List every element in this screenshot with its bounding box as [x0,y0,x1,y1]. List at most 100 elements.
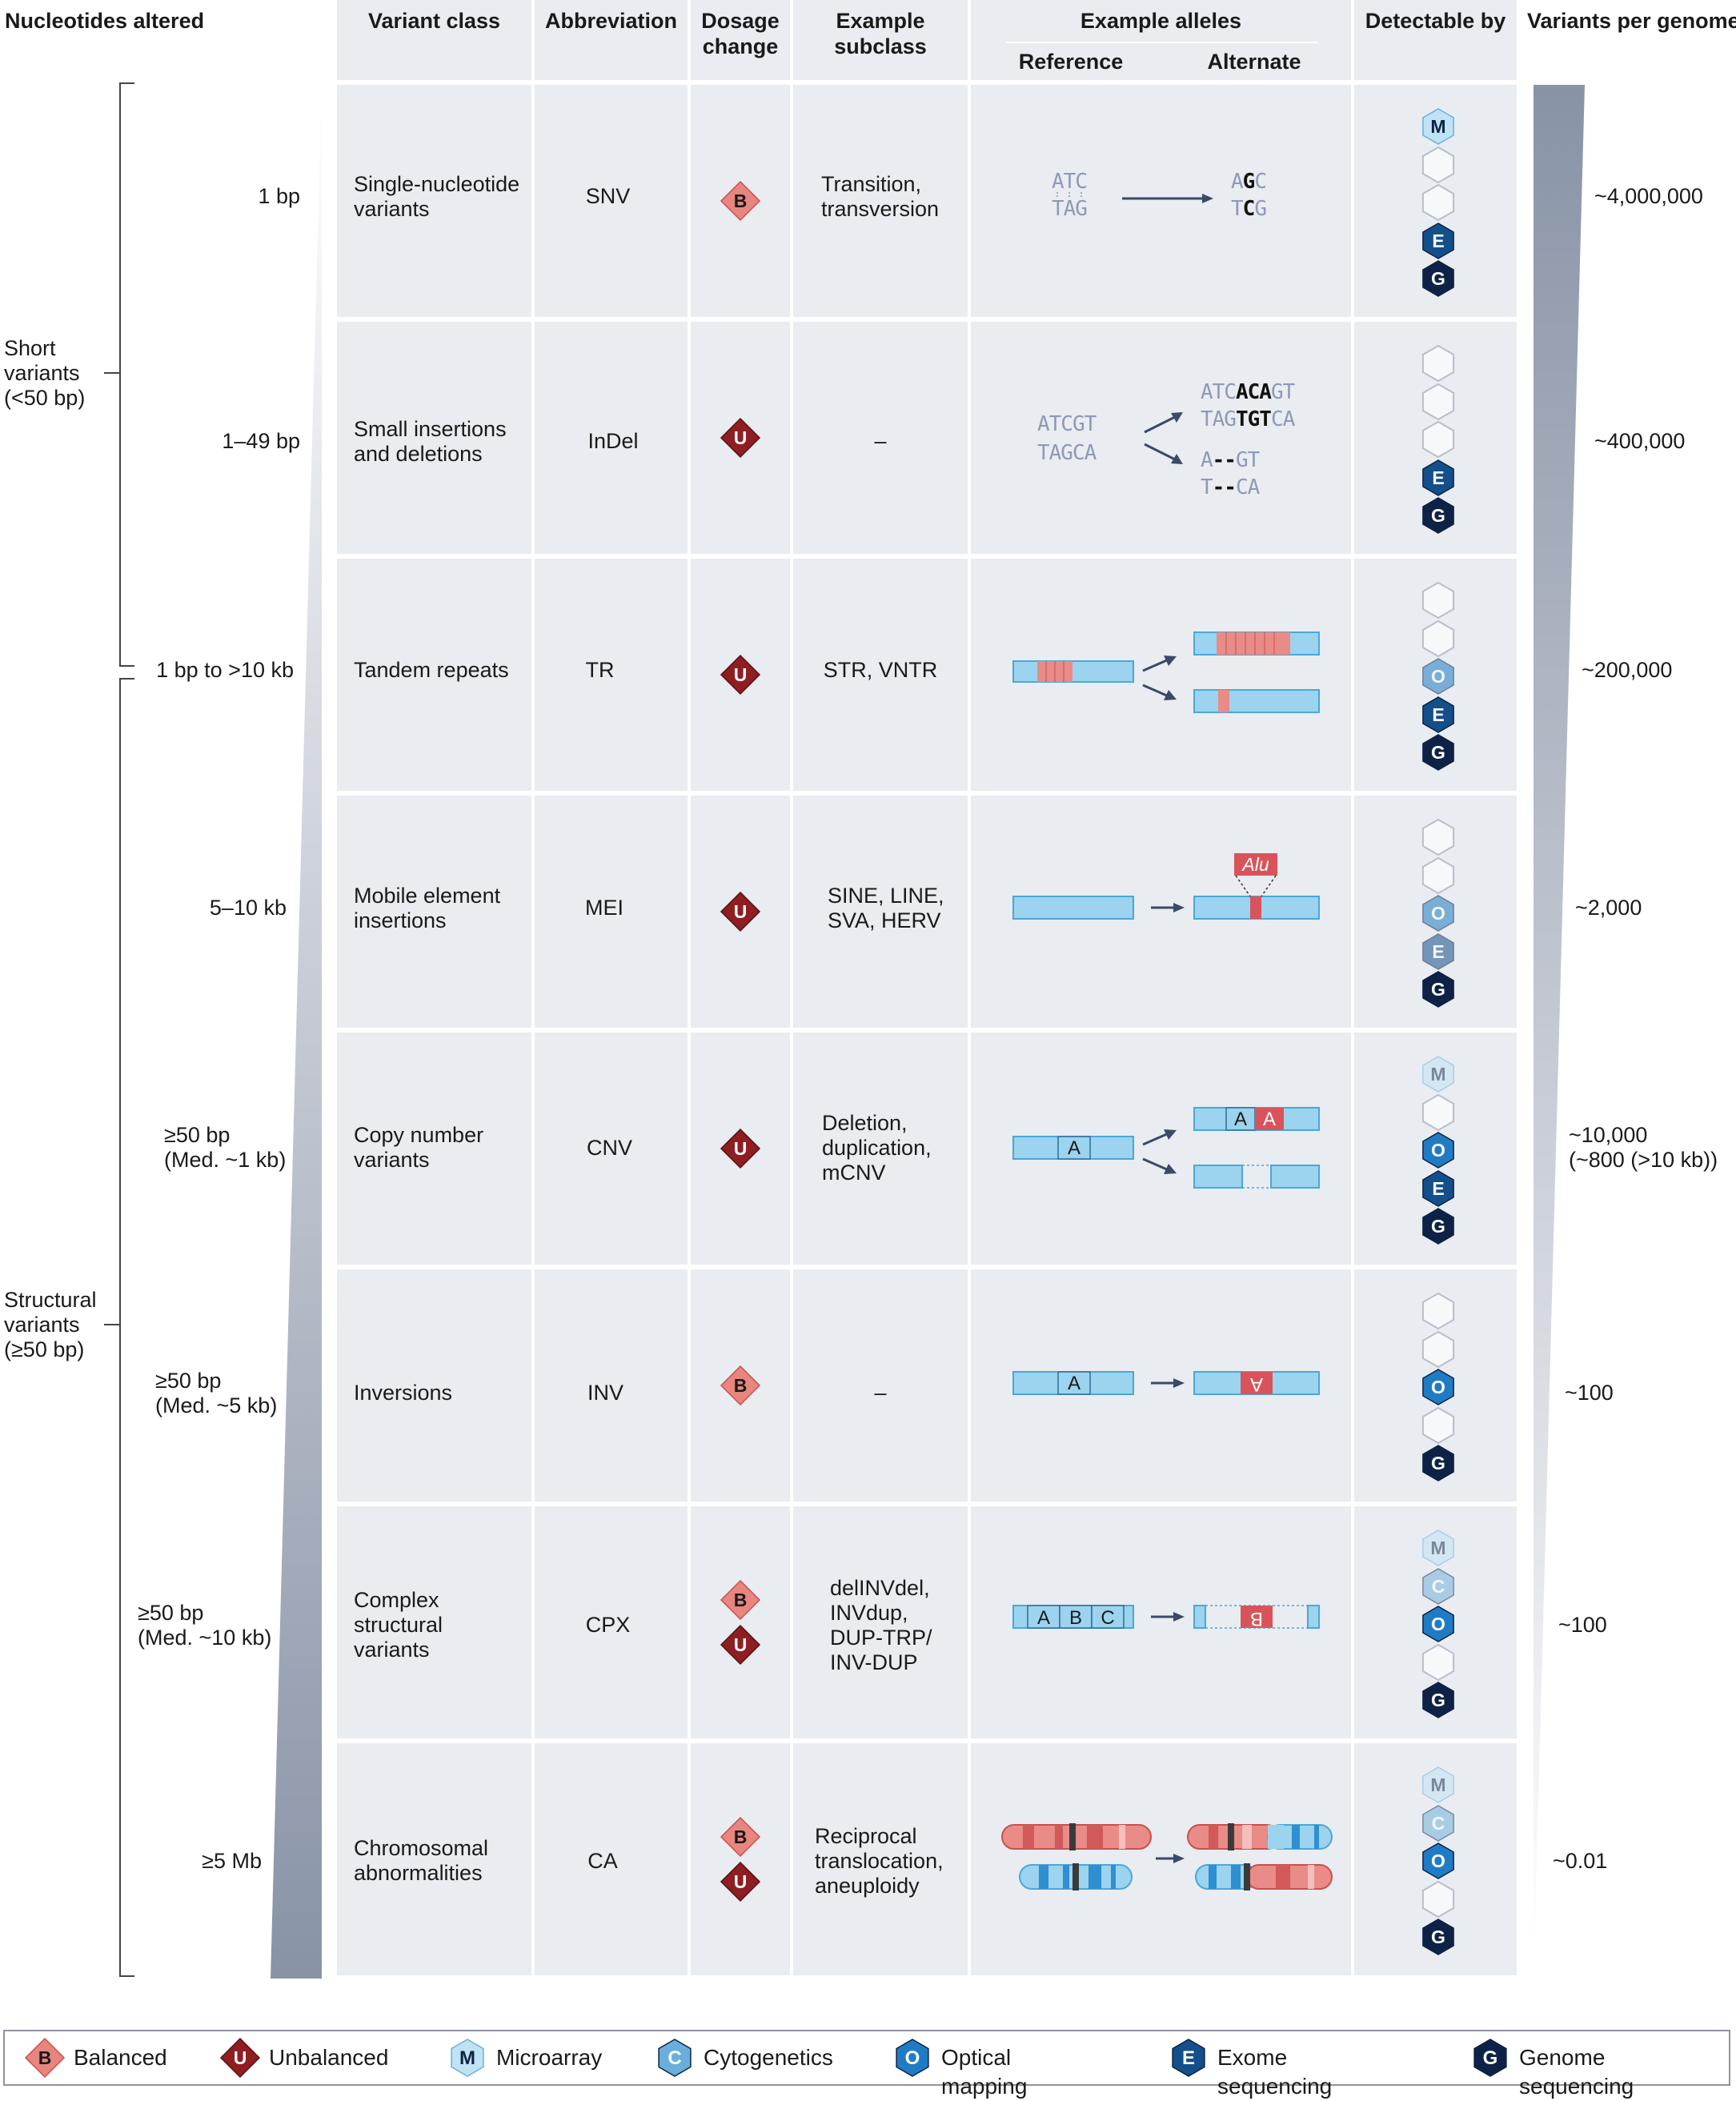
genome-sequencing-icon: G [1422,1208,1454,1245]
genome-sequencing-icon: G [1422,734,1454,771]
svg-text:G: G [1431,268,1445,289]
snv-arrow [1122,194,1213,203]
indel-del-bottom-1: T [1201,475,1213,499]
svg-text:M: M [1430,116,1445,137]
method-empty-icon [1421,818,1455,856]
row-4-cell-0 [337,1032,531,1265]
svg-text:E: E [1182,2047,1195,2069]
row-mei-subclass: SINE, LINE, SVA, HERV [828,884,944,932]
cpx-ref-c: C [1101,1607,1115,1629]
svg-text:O: O [1431,1140,1445,1161]
method-empty-icon [1421,420,1455,459]
row-cnv-count: ~10,000 (~800 (>10 kb)) [1569,1123,1718,1172]
method-empty-icon [1421,1406,1455,1444]
optical-mapping-icon: O [1422,1132,1454,1169]
microarray-icon: M [451,2039,484,2077]
row-6-cell-0 [337,1506,531,1738]
row-snv-abbr: SNV [585,184,631,208]
row-3-cell-1 [535,796,688,1028]
snv-ref-bottom: TAG [1052,197,1088,221]
svg-text:G: G [1431,1216,1445,1237]
group-brackets [104,82,134,1977]
method-empty-icon [1421,344,1455,383]
row-3-cell-0 [337,796,531,1028]
snv-ref-top: ATC [1052,170,1088,194]
row-2-cell-0 [337,559,531,791]
microarray-icon: M [1422,108,1454,145]
row-indel-abbr: InDel [587,429,639,453]
balanced-icon: B [720,180,761,222]
optical-mapping-icon: O [1422,658,1454,695]
indel-ref-bottom: TAGCA [1037,441,1097,465]
indel-del-top-2: -- [1212,448,1237,472]
legend-label-microarray: Microarray [496,2045,603,2070]
row-indel-size: 1–49 bp [222,429,300,453]
row-0-cell-3 [793,85,968,317]
mei-alu-label: Alu [1242,854,1269,875]
header-cell-abbr [535,0,688,80]
snv-alt-bottom-3: G [1254,197,1267,221]
row-ca-class: Chromosomal abnormalities [354,1836,489,1885]
cnv-alt-a1: A [1233,1109,1247,1130]
row-indel-subclass: – [874,429,887,453]
cpx-ref-a: A [1036,1607,1050,1629]
header-alleles: Example alleles [1080,9,1242,33]
row-inv-subclass: – [874,1381,887,1405]
snv-alt-top-1: A [1231,170,1244,194]
row-5-cell-3 [793,1269,968,1502]
row-ca-subclass: Reciprocal translocation, aneuploidy [815,1824,944,1898]
method-empty-icon [1421,383,1455,420]
header-cell-class [337,0,531,80]
group-short-label: Short variants (<50 bp) [4,336,86,410]
unbalanced-icon: U [720,1128,761,1169]
snv-alt-top-2: G [1242,170,1256,194]
method-empty-icon [1421,619,1455,657]
row-2-cell-1 [535,559,688,791]
svg-text:B: B [734,1590,748,1610]
svg-text:G: G [1431,505,1445,526]
svg-text:B: B [734,190,748,211]
method-empty-icon [1421,581,1455,619]
row-indel-count: ~400,000 [1594,429,1686,453]
indel-del-top-3: GT [1235,448,1260,472]
genome-sequencing-icon: G [1422,1445,1454,1482]
microarray-icon: M [1422,1530,1454,1566]
svg-text:G: G [1483,2047,1498,2069]
svg-text:U: U [734,664,748,685]
header-per-genome: Variants per genome [1527,9,1736,33]
frequency-wedge [1534,85,1585,1979]
svg-text:U: U [734,1871,748,1892]
row-1-cell-3 [793,322,968,554]
svg-text:O: O [1431,1377,1445,1397]
indel-ref-top: ATCGT [1037,412,1097,436]
indel-ins-top: ATCACAGT [1201,380,1295,404]
svg-text:U: U [734,1634,748,1655]
svg-text:G: G [1431,1927,1445,1947]
optical-mapping-icon: O [1422,1842,1454,1879]
row-7-cell-1 [535,1743,688,1975]
legend-label-balanced: Balanced [74,2045,167,2070]
row-inv-class: Inversions [354,1381,453,1405]
svg-text:U: U [234,2047,247,2068]
snv-alt-bottom: TCG [1231,197,1267,221]
svg-text:E: E [1432,467,1444,488]
legend-frame [3,2030,1730,2086]
row-5-cell-0 [337,1269,531,1502]
indel-del-bottom-3: CA [1235,475,1260,499]
genome-sequencing-icon: G [1422,1919,1454,1955]
svg-text:O: O [1431,666,1445,687]
row-mei-abbr: MEI [584,896,623,920]
snv-alt-top: AGC [1231,170,1267,194]
row-mei-size: 5–10 kb [209,896,287,920]
header-nucleotides: Nucleotides altered [5,9,205,33]
exome-sequencing-icon: E [1422,932,1454,970]
row-1-cell-4 [971,322,1351,554]
balanced-icon: B [720,1579,761,1621]
header-cell-detectable [1354,0,1517,80]
indel-ins-top-2: ACA [1235,380,1272,404]
svg-text:E: E [1432,941,1444,962]
row-cpx-count: ~100 [1558,1613,1607,1637]
row-mei-count: ~2,000 [1575,896,1642,920]
indel-ins-top-3: GT [1270,380,1295,404]
svg-text:M: M [459,2047,475,2069]
